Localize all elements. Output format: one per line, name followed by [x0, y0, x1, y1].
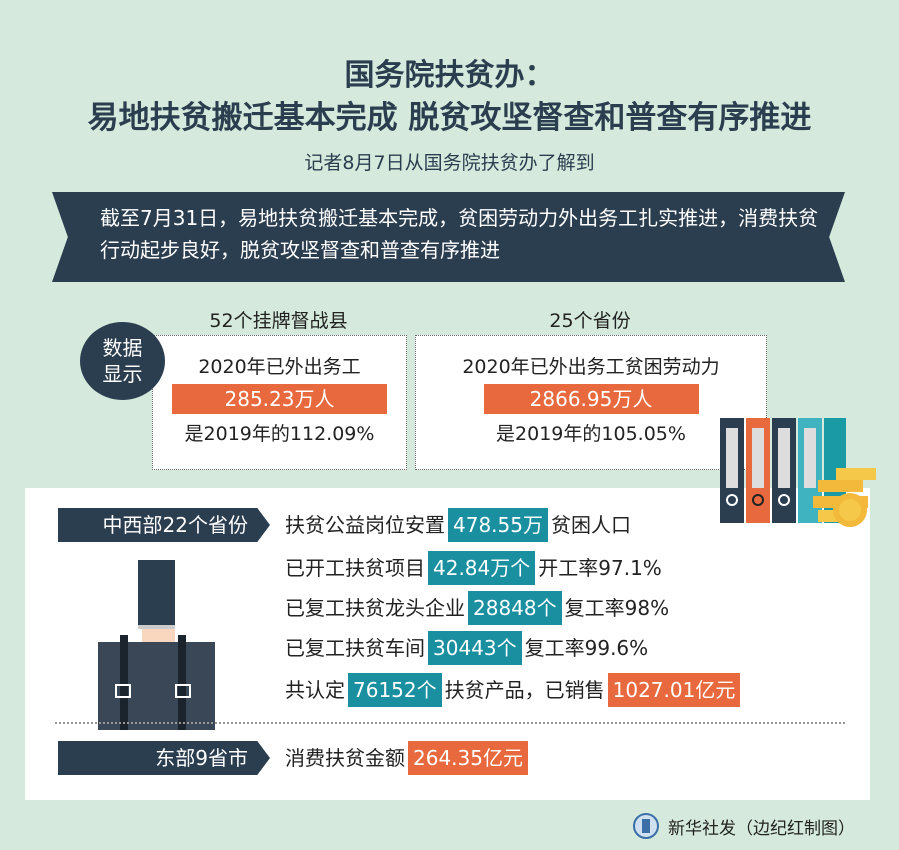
stat-suffix: 扶贫产品，已销售 — [444, 678, 605, 702]
stat-value: 28848个 — [468, 591, 562, 625]
stat-label: 已复工扶贫车间 — [285, 636, 425, 660]
card-value: 2866.95万人 — [483, 384, 699, 414]
stat-row: 已复工扶贫龙头企业 28848个 复工率98% — [285, 591, 669, 625]
card-label: 2020年已外出务工 — [198, 356, 361, 378]
data-badge: 数据 显示 — [80, 322, 165, 400]
east-region-tag: 东部9省市 — [58, 741, 270, 775]
stat-value: 30443个 — [428, 631, 522, 665]
footer-credit: 新华社发（边纪红制图） — [668, 819, 855, 839]
binders-coins-icon — [720, 418, 876, 527]
xinhua-logo-icon — [633, 813, 659, 839]
stat-value: 76152个 — [348, 673, 442, 707]
title-line2: 易地扶贫搬迁基本完成 脱贫攻坚督查和普查有序推进 — [87, 100, 812, 136]
stat-value: 42.84万个 — [428, 551, 536, 585]
badge-line1: 数据 — [102, 336, 143, 360]
stat-label: 扶贫公益岗位安置 — [285, 513, 445, 537]
subtitle: 记者8月7日从国务院扶贫办了解到 — [304, 152, 595, 174]
stat-suffix: 复工率98% — [564, 596, 670, 620]
card-value: 285.23万人 — [172, 384, 387, 414]
stat-row: 已开工扶贫项目 42.84万个 开工率97.1% — [285, 551, 662, 585]
stat-label: 已复工扶贫龙头企业 — [285, 596, 465, 620]
title-line1: 国务院扶贫办： — [344, 58, 555, 93]
summary-banner: 截至7月31日，易地扶贫搬迁基本完成，贫困劳动力外出务工扎实推进，消费扶贫行动起… — [52, 192, 845, 282]
stat-row: 已复工扶贫车间 30443个 复工率99.6% — [285, 631, 648, 665]
briefcase-hand-icon — [98, 560, 215, 730]
card-caption: 52个挂牌督战县 — [209, 310, 348, 332]
stat-row: 共认定 76152个 扶贫产品，已销售 1027.01亿元 — [285, 673, 743, 707]
stat-row: 消费扶贫金额 264.35亿元 — [285, 741, 531, 775]
stat-suffix: 复工率99.6% — [524, 636, 649, 660]
banner-text: 截至7月31日，易地扶贫搬迁基本完成，贫困劳动力外出务工扎实推进，消费扶贫行动起… — [100, 206, 819, 262]
card-label: 2020年已外出务工贫困劳动力 — [462, 356, 720, 378]
data-card: 2020年已外出务工贫困劳动力 2866.95万人 是2019年的105.05% — [415, 335, 767, 470]
stat-suffix: 开工率97.1% — [538, 556, 662, 580]
stat-value: 264.35亿元 — [408, 741, 528, 775]
card-compare: 是2019年的112.09% — [184, 423, 375, 445]
stat-suffix: 贫困人口 — [550, 513, 631, 537]
badge-line2: 显示 — [102, 362, 143, 386]
stat-label: 共认定 — [285, 678, 345, 702]
divider — [55, 722, 845, 724]
stat-label: 消费扶贫金额 — [285, 746, 405, 770]
card-caption: 25个省份 — [549, 310, 631, 332]
central-region-tag: 中西部22个省份 — [58, 508, 270, 542]
stat-label: 已开工扶贫项目 — [285, 556, 425, 580]
stat-value: 478.55万 — [448, 508, 548, 542]
stat-sales-value: 1027.01亿元 — [607, 673, 741, 707]
card-compare: 是2019年的105.05% — [496, 423, 686, 445]
stat-row: 扶贫公益岗位安置 478.55万 贫困人口 — [285, 508, 631, 542]
data-card: 2020年已外出务工 285.23万人 是2019年的112.09% — [152, 335, 407, 470]
